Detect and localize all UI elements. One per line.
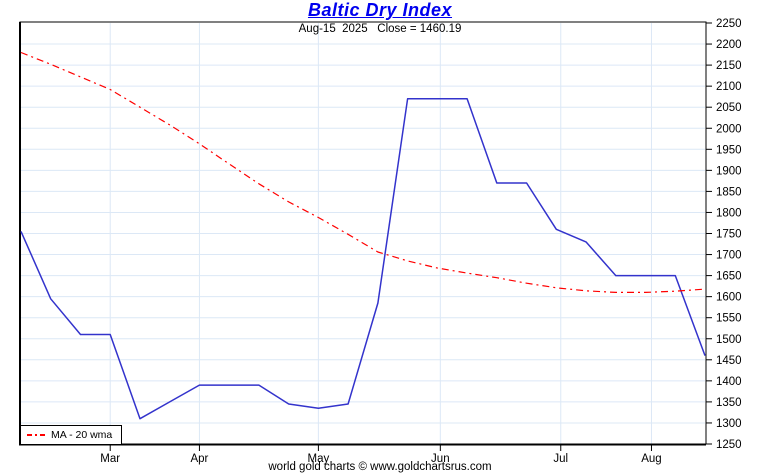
y-axis-label: 1850 [716, 186, 742, 198]
chart-footer: world gold charts © www.goldchartsrus.co… [268, 461, 492, 473]
ma-20wma-line [20, 51, 706, 293]
ma-line-dash-icon [27, 434, 45, 436]
y-axis-label: 1800 [716, 207, 742, 219]
x-axis-label: Jun [431, 453, 450, 465]
y-axis-label: 1650 [716, 271, 742, 283]
y-axis-label: 1250 [716, 439, 742, 451]
x-axis-label: Apr [190, 453, 208, 465]
y-axis-label: 2000 [716, 123, 742, 135]
x-axis-label: Mar [100, 453, 120, 465]
y-axis-label: 2100 [716, 81, 742, 93]
y-axis-label: 1700 [716, 250, 742, 262]
y-axis-label: 1300 [716, 418, 742, 430]
baltic-dry-index-line [20, 98, 706, 420]
y-axis-label: 1550 [716, 313, 742, 325]
legend-box: MA - 20 wma [20, 425, 122, 445]
y-axis-label: 2050 [716, 102, 742, 114]
y-axis-label: 1500 [716, 334, 742, 346]
legend-label: MA - 20 wma [51, 429, 113, 441]
y-axis-label: 2250 [716, 18, 742, 30]
y-axis-label: 2150 [716, 60, 742, 72]
chart-title: Baltic Dry Index [307, 0, 453, 20]
y-axis-label: 1750 [716, 229, 742, 241]
y-axis-label: 2200 [716, 39, 742, 51]
y-axis-label: 1600 [716, 292, 742, 304]
y-axis-label: 1950 [716, 144, 742, 156]
x-axis-label: Jul [553, 453, 568, 465]
chart-subtitle: Aug-15 2025 Close = 1460.19 [298, 23, 462, 35]
y-axis-label: 1900 [716, 165, 742, 177]
x-axis-label: May [308, 453, 330, 465]
x-axis-label: Aug [641, 453, 661, 465]
y-axis-label: 1350 [716, 397, 742, 409]
y-axis-label: 1450 [716, 355, 742, 367]
y-axis-label: 1400 [716, 376, 742, 388]
